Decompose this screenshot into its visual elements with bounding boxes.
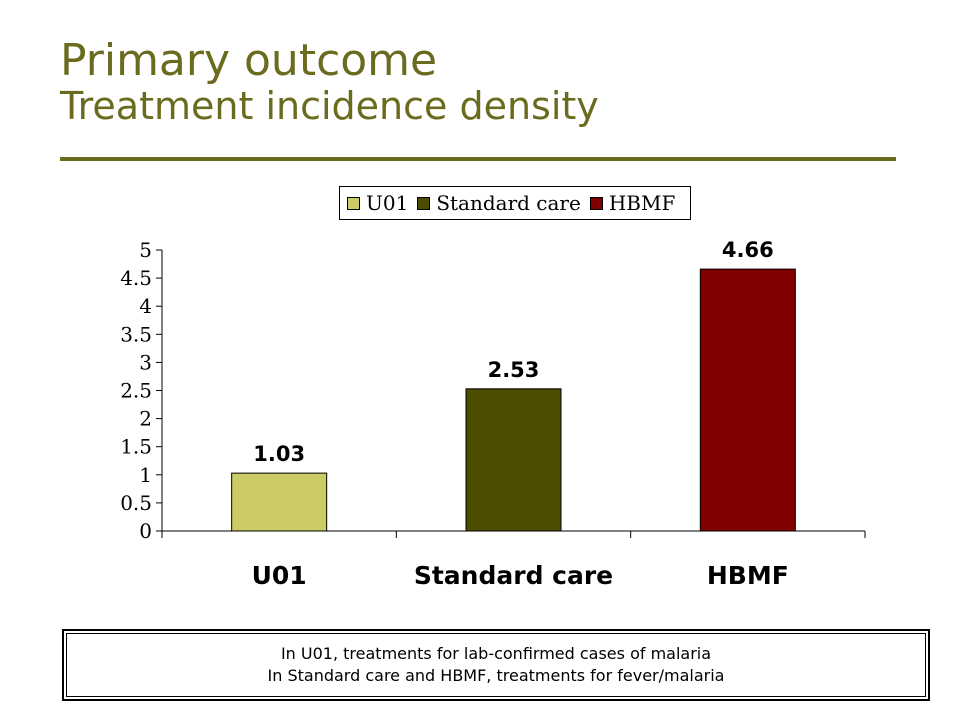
y-tick-label: 2: [139, 407, 152, 431]
title-main: Primary outcome: [60, 35, 438, 86]
legend-swatch-standard-care: [417, 196, 431, 210]
y-tick-label: 0: [139, 519, 152, 543]
bar-u01: [231, 472, 328, 532]
bar-hbmf: [699, 268, 796, 532]
footnote-box: In U01, treatments for lab-confirmed cas…: [62, 629, 930, 701]
slide-title: Primary outcome Treatment incidence dens…: [60, 36, 599, 128]
footnote-inner: In U01, treatments for lab-confirmed cas…: [66, 633, 926, 697]
legend-item-u01: U01: [347, 191, 408, 215]
y-tick-label: 1.5: [120, 435, 152, 459]
title-divider: [60, 157, 896, 161]
footnote-line-1: In U01, treatments for lab-confirmed cas…: [280, 644, 712, 664]
chart-legend: U01 Standard care HBMF: [339, 186, 691, 220]
y-tick-label: 1: [139, 463, 152, 487]
y-tick-label: 5: [139, 238, 152, 262]
title-subtitle: Treatment incidence density: [60, 84, 599, 129]
legend-swatch-u01: [347, 196, 360, 210]
data-label-hbmf: 4.66: [722, 238, 774, 262]
y-tick-label: 2.5: [120, 379, 152, 403]
legend-swatch-hbmf: [589, 196, 603, 210]
y-tick-label: 4: [139, 294, 152, 318]
legend-item-standard-care: Standard care: [417, 191, 581, 215]
y-tick-label: 3.5: [120, 322, 152, 346]
data-label-standard-care: 2.53: [488, 358, 540, 382]
footnote-line-2: In Standard care and HBMF, treatments fo…: [267, 666, 725, 685]
legend-label-u01: U01: [366, 191, 409, 215]
legend-item-hbmf: HBMF: [589, 191, 676, 215]
category-label-hbmf: HBMF: [707, 561, 789, 590]
y-tick-label: 0.5: [120, 491, 152, 515]
legend-label-standard-care: Standard care: [436, 191, 581, 215]
category-label-u01: U01: [252, 561, 307, 590]
bar-chart: 00.511.522.533.544.551.03U012.53Standard…: [120, 238, 866, 590]
bar-standard-care: [465, 388, 562, 532]
y-tick-label: 4.5: [120, 266, 152, 290]
y-tick-label: 3: [139, 350, 152, 374]
legend-label-hbmf: HBMF: [608, 191, 676, 215]
category-label-standard-care: Standard care: [414, 561, 613, 590]
data-label-u01: 1.03: [253, 442, 305, 466]
